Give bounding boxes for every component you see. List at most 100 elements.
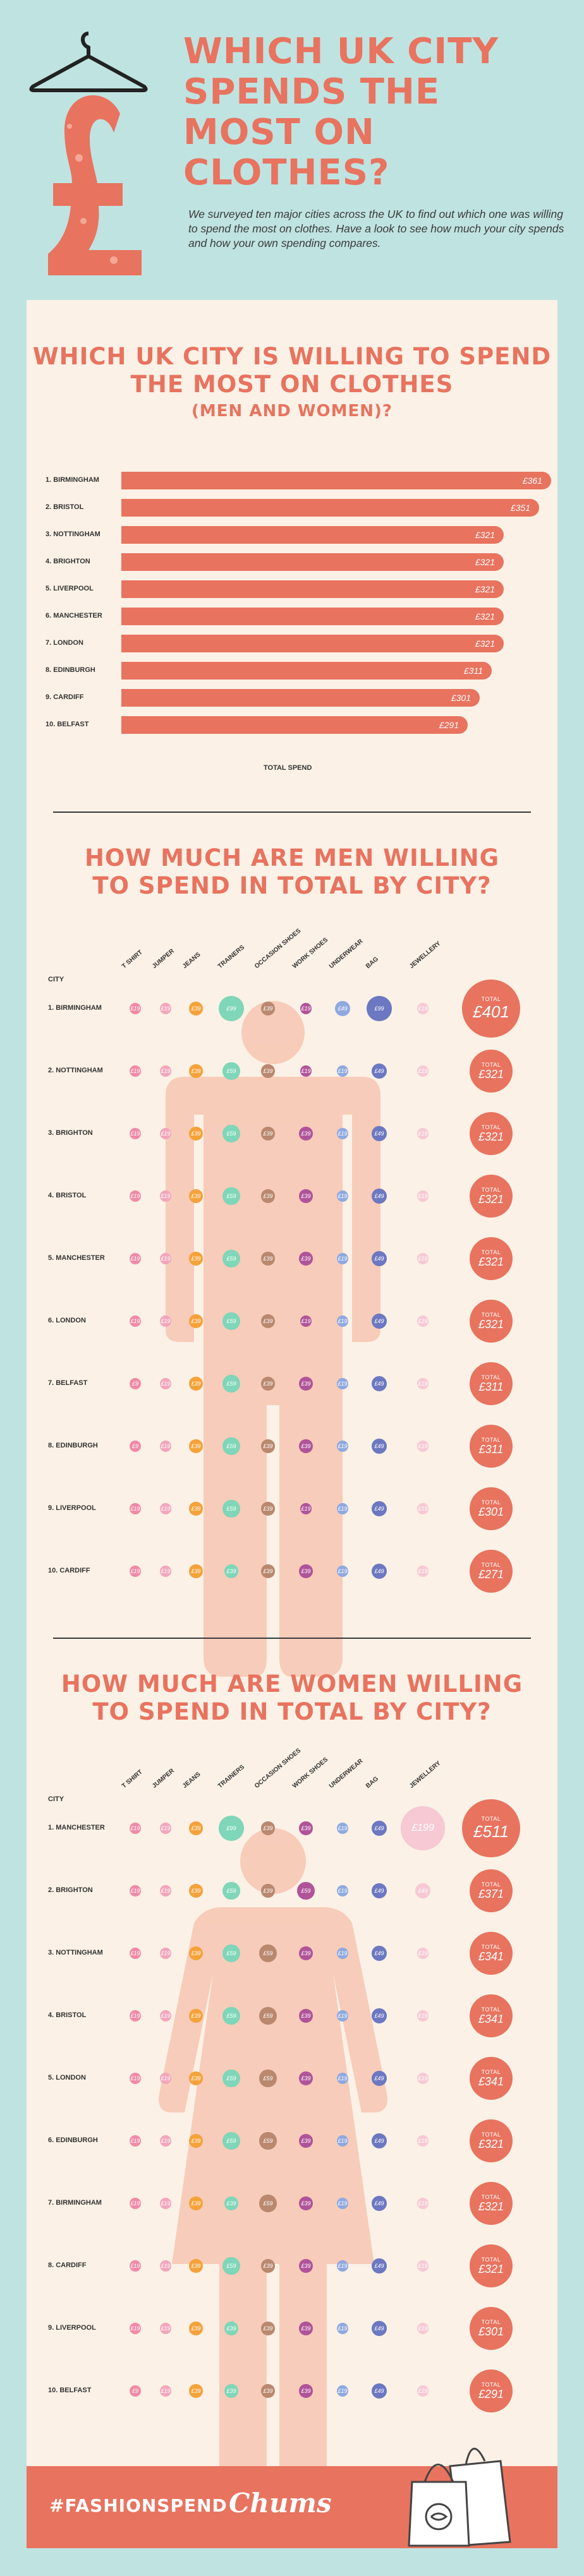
item-spend-dot: £19 <box>300 1503 312 1514</box>
item-spend-dot: £9 <box>130 1378 141 1389</box>
item-spend-dot: £19 <box>337 1253 348 1264</box>
bar-category-label: 7. LONDON <box>46 639 83 647</box>
bar-value-label: £291 <box>439 720 459 730</box>
item-spend-dot: £49 <box>371 2383 387 2399</box>
hashtag-link[interactable]: #FASHIONSPEND <box>49 2495 228 2516</box>
item-spend-dot: £39 <box>189 1002 203 1015</box>
item-spend-dot: £19 <box>337 1503 348 1514</box>
total-value: £291 <box>478 2387 504 2400</box>
item-spend-dot: £39 <box>299 1439 313 1453</box>
item-spend-dot: £9 <box>130 2385 141 2397</box>
item-spend-dot: £49 <box>371 2133 387 2149</box>
row-city-label: 6. EDINBURGH <box>48 2136 98 2144</box>
item-spend-dot: £19 <box>130 1128 141 1139</box>
bar-chart-title-line-3: (Men and Women)? <box>192 402 392 421</box>
item-spend-dot: £39 <box>299 1189 313 1203</box>
item-spend-dot: £49 <box>371 1250 387 1267</box>
item-spend-dot: £19 <box>417 2198 429 2209</box>
item-spend-dot: £19 <box>417 1378 429 1389</box>
item-spend-dot: £39 <box>261 1314 275 1328</box>
row-city-label: 3. NOTTINGHAM <box>48 1949 103 1956</box>
total-label: TOTAL <box>481 1815 501 1822</box>
bar-row: 5. LIVERPOOL £321 <box>46 579 551 598</box>
item-spend-dot: £19 <box>337 1065 348 1077</box>
item-spend-dot: £19 <box>130 2260 141 2272</box>
men-title-line-2: to spend in total by city? <box>92 872 492 899</box>
bar-value-label: £351 <box>510 503 530 513</box>
item-spend-dot: £59 <box>259 2070 277 2087</box>
total-value: £321 <box>478 2200 504 2213</box>
row-total-badge: TOTAL £321 <box>470 1050 513 1093</box>
women-title-line-2: to spend in total by city? <box>92 1698 492 1725</box>
item-spend-dot: £49 <box>371 1945 387 1962</box>
bar-value-label: £321 <box>475 584 495 594</box>
item-spend-dot: £19 <box>417 1315 429 1327</box>
column-header: UNDERWEAR <box>327 938 365 970</box>
total-label: TOTAL <box>481 1881 501 1888</box>
item-spend-dot: £39 <box>189 2196 203 2210</box>
item-spend-dot: £19 <box>337 2010 348 2022</box>
bar-value-label: £361 <box>522 476 542 486</box>
bar-chart-title-line-1: Which UK City is willing to spend <box>32 343 552 370</box>
women-title-line-1: How much are women willing <box>61 1670 523 1698</box>
item-spend-dot: £59 <box>222 1312 240 1330</box>
page-title: Which UK City spends the most on clothes… <box>183 31 499 193</box>
city-column-header: CITY <box>48 976 64 983</box>
bar-value-label: £321 <box>475 611 495 621</box>
item-spend-dot: £39 <box>189 2321 203 2335</box>
item-spend-dot: £19 <box>417 1441 429 1452</box>
item-spend-dot: £19 <box>130 1253 141 1264</box>
item-spend-dot: £59 <box>222 1125 240 1142</box>
row-city-label: 5. MANCHESTER <box>48 1254 105 1262</box>
bar-category-label: 1. BIRMINGHAM <box>46 476 99 484</box>
item-spend-dot: £19 <box>160 1948 171 1959</box>
item-spend-dot: £49 <box>334 1000 351 1017</box>
item-spend-dot: £39 <box>189 1127 203 1141</box>
header: Which UK City spends the most on clothes… <box>0 0 584 297</box>
item-spend-dot: £19 <box>160 2385 171 2397</box>
total-label: TOTAL <box>481 2381 501 2388</box>
total-value: £321 <box>478 1192 504 1206</box>
item-spend-dot: £19 <box>160 1441 171 1452</box>
item-spend-dot: £39 <box>261 1002 275 1015</box>
item-spend-dot: £19 <box>160 2323 171 2334</box>
row-city-label: 1. BIRMINGHAM <box>48 1004 102 1012</box>
total-label: TOTAL <box>481 2131 501 2138</box>
row-city-label: 6. LONDON <box>48 1317 86 1324</box>
item-spend-dot: £39 <box>299 2321 313 2335</box>
item-spend-dot: £19 <box>337 1823 348 1834</box>
item-spend-dot: £99 <box>367 996 392 1021</box>
row-city-label: 9. LIVERPOOL <box>48 2324 96 2332</box>
item-spend-dot: £39 <box>299 2009 313 2023</box>
item-spend-dot: £49 <box>371 1438 387 1454</box>
item-spend-dot: £19 <box>337 2260 348 2272</box>
bar-category-label: 10. BELFAST <box>46 721 89 728</box>
item-spend-dot: £19 <box>417 1190 429 1202</box>
item-spend-dot: £19 <box>337 2073 348 2084</box>
item-spend-dot: £59 <box>259 2132 277 2150</box>
item-spend-dot: £39 <box>299 2196 313 2210</box>
total-value: £311 <box>478 1380 504 1393</box>
row-total-badge: TOTAL £371 <box>470 1869 513 1912</box>
bar: £291 <box>121 716 468 734</box>
row-city-label: 5. LONDON <box>48 2074 86 2082</box>
item-spend-dot: £19 <box>417 2010 429 2022</box>
item-spend-dot: £19 <box>160 2073 171 2084</box>
item-spend-dot: £59 <box>297 1882 315 1900</box>
item-spend-dot: £19 <box>337 2135 348 2147</box>
item-spend-dot: £39 <box>189 2134 203 2148</box>
item-spend-dot: £49 <box>371 1188 387 1204</box>
item-spend-dot: £39 <box>189 1946 203 1960</box>
row-total-badge: TOTAL £341 <box>470 2057 513 2100</box>
item-spend-dot: £19 <box>160 1128 171 1139</box>
item-spend-dot: £59 <box>222 1062 240 1080</box>
item-spend-dot: £19 <box>337 1190 348 1202</box>
total-label: TOTAL <box>481 2193 501 2200</box>
item-spend-dot: £19 <box>300 1315 312 1327</box>
bar-row: 1. BIRMINGHAM £361 <box>46 470 551 489</box>
total-label: TOTAL <box>481 1061 501 1068</box>
row-total-badge: TOTAL £301 <box>470 2307 513 2350</box>
item-spend-dot: £19 <box>337 1315 348 1327</box>
item-spend-dot: £19 <box>337 1566 348 1577</box>
chums-logo[interactable]: Chums <box>229 2488 332 2519</box>
